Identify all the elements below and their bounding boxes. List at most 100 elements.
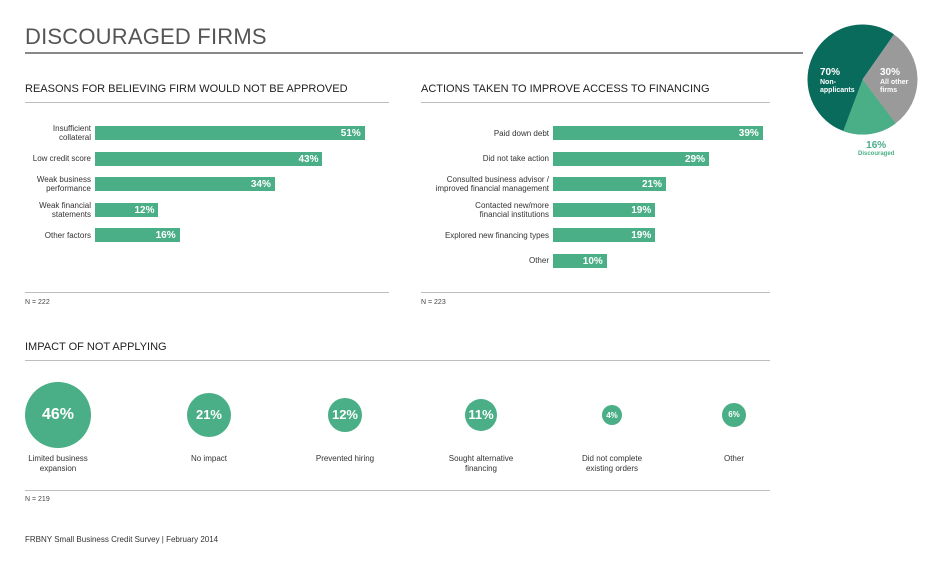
bar-value-label: 43% [298,153,319,165]
category-label-line: Did not take action [482,154,549,163]
impact-bubble-value: 6% [728,410,740,420]
impact-category-label-line: financing [464,464,498,473]
reasons-section-title: REASONS FOR BELIEVING FIRM WOULD NOT BE … [25,83,348,95]
bar-value-label: 34% [250,179,271,190]
category-label: Did not take action [399,154,549,163]
pie-text-all-other-2: firms [880,87,898,94]
category-label-line: Low credit score [32,154,91,163]
impact-bottom-rule [25,490,770,491]
category-label-line: Contacted new/more [475,200,549,210]
bar-value-label: 12% [134,204,155,216]
bar: 34% [95,177,275,191]
bar: 19% [553,202,656,217]
pie-text-non-applicants-2: applicants [820,87,855,94]
category-label: Other factors [0,231,91,240]
bar-value-label: 10% [582,255,603,267]
category-label: Low credit score [0,154,91,163]
bar: 51% [95,126,365,140]
impact-category-label-line: existing orders [585,464,639,473]
category-label-line: financial institutions [479,209,549,219]
pie-slice-all-other-firms [862,34,918,124]
bar-value-label: 19% [631,230,652,241]
category-label: Paid down debt [399,129,549,138]
impact-sample-size: N = 219 [25,496,50,503]
category-label: Other [399,256,549,265]
impact-category-label-line: Limited business [28,454,88,463]
impact-bubble-value: 46% [41,406,75,423]
bar: 21% [553,177,666,191]
category-label: Weak business performance [0,175,91,193]
category-label: Contacted new/more financial institutions [399,201,549,219]
category-label-line: Explored new financing types [444,230,549,240]
pie-text-all-other-1: All other [880,79,909,86]
pie-label-non-applicants: 70% Non- applicants [820,67,855,95]
actions-sample-size: N = 223 [421,299,446,306]
pie-text-non-applicants-1: Non- [820,79,836,86]
impact-category-label: No impact [149,454,269,464]
pie-pct-all-other: 30% [880,67,901,78]
pie-label-all-other-firms: 30% All other firms [880,67,908,95]
bar-value-label: 39% [738,128,759,139]
category-label-line: Paid down debt [493,128,549,138]
impact-bubble: 46% [25,382,91,448]
category-label: Insufficient collateral [0,124,91,142]
impact-category-label: Sought alternative financing [421,454,541,474]
footer-source: FRBNY Small Business Credit Survey | Feb… [25,535,219,544]
impact-top-rule [25,360,770,361]
category-label-line: Weak business [36,175,91,184]
bar: 43% [95,151,323,166]
page-title: DISCOURAGED FIRMS [25,24,267,49]
bar-value-label: 16% [155,230,176,241]
bar: 10% [553,253,607,268]
impact-category-label-line: Prevented hiring [315,454,375,463]
impact-category-label: Did not complete existing orders [552,454,672,474]
pie-slice-discouraged [843,79,896,135]
impact-category-label: Limited business expansion [0,454,118,474]
bar: 19% [553,228,656,242]
category-label-line: Consulted business advisor / [446,175,549,184]
impact-bubble: 21% [186,392,232,438]
impact-section-title: IMPACT OF NOT APPLYING [25,341,167,353]
actions-bottom-rule [421,292,770,293]
category-label: Weak financial statements [0,201,91,219]
impact-bubble: 4% [602,405,622,425]
impact-category-label-line: expansion [39,464,77,473]
category-label-line: Insufficient [52,124,91,133]
bar-value-label: 51% [340,128,361,139]
title-divider [25,52,803,54]
category-label-line: performance [46,184,91,193]
impact-bubble: 11% [464,398,498,432]
pie-pct-discouraged: 16% [866,140,887,151]
impact-bubble-value: 4% [606,410,618,420]
pie-pct-non-applicants: 70% [820,67,841,78]
bar: 16% [95,228,180,242]
impact-bubble-value: 21% [195,407,222,423]
bar-value-label: 21% [641,179,662,190]
impact-bubble: 12% [328,398,362,432]
bar-value-label: 29% [685,153,706,165]
reasons-bottom-rule [25,292,389,293]
impact-category-label-line: Other [723,454,744,463]
impact-category-label-line: Sought alternative [448,454,514,463]
impact-category-label: Other [674,454,794,464]
category-label-line: statements [51,209,91,219]
category-label-line: Other factors [44,230,91,240]
category-label-line: collateral [58,133,91,142]
actions-top-rule [421,102,770,103]
impact-bubble-value: 11% [468,407,494,423]
category-label-line: Other [528,256,549,265]
category-label-line: Weak financial [39,200,91,210]
discouraged-pie-chart [807,24,918,135]
reasons-top-rule [25,102,389,103]
impact-category-label-line: No impact [190,454,227,463]
actions-section-title: ACTIONS TAKEN TO IMPROVE ACCESS TO FINAN… [421,83,710,95]
impact-category-label-line: Did not complete [581,454,643,463]
category-label: Consulted business advisor / improved fin… [399,175,549,193]
pie-label-discouraged: 16% Discouraged [858,140,894,157]
impact-category-label: Prevented hiring [285,454,405,464]
category-label-line: improved financial management [435,184,549,193]
bar: 39% [553,126,763,140]
bar-value-label: 19% [631,204,652,216]
bar: 29% [553,151,710,166]
pie-text-discouraged: Discouraged [858,151,895,157]
